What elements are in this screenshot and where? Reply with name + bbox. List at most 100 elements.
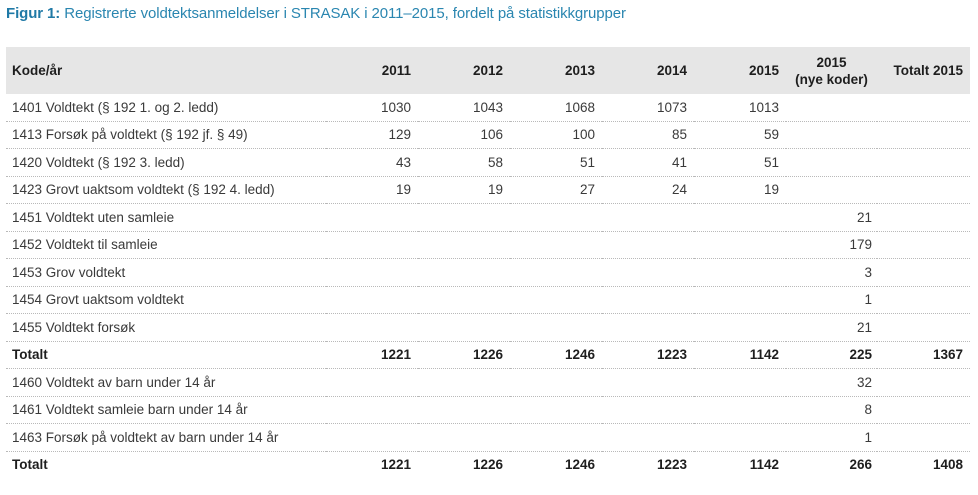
- row-label: 1461 Voldtekt samleie barn under 14 år: [6, 396, 326, 424]
- cell-2014: 1223: [656, 457, 687, 473]
- cell-2014: 85: [602, 121, 694, 149]
- cell-2014: 1073: [602, 94, 694, 122]
- cell-2011: [326, 396, 418, 424]
- cell-2015: [694, 286, 786, 314]
- table-row: 1454 Grovt uaktsom voldtekt 1: [6, 286, 970, 314]
- cell-2012: 1226: [472, 457, 503, 473]
- cell-total-2015: [877, 368, 970, 397]
- cell-2012: [418, 258, 510, 287]
- cell-total-2015: [877, 258, 970, 287]
- table-row: 1461 Voldtekt samleie barn under 14 år 8: [6, 396, 970, 424]
- cell-total-2015: [877, 313, 970, 342]
- table-header: Kode/år 2011 2012 2013 2014 2015 2015 (n…: [6, 47, 970, 94]
- cell-2011: [326, 423, 418, 452]
- row-label: 1453 Grov voldtekt: [6, 258, 326, 287]
- header-2015-new-codes-year: 2015: [816, 54, 847, 70]
- cell-2014: 1223: [602, 341, 694, 369]
- cell-2015: [694, 203, 786, 232]
- row-label: 1451 Voldtekt uten samleie: [6, 203, 326, 232]
- cell-2013: [510, 313, 602, 342]
- cell-2013: [510, 258, 602, 287]
- cell-2012: [418, 313, 510, 342]
- row-label: 1413 Forsøk på voldtekt (§ 192 jf. § 49): [6, 121, 326, 149]
- cell-total-2015: [877, 203, 970, 232]
- row-label: Totalt: [6, 341, 326, 369]
- row-label: 1454 Grovt uaktsom voldtekt: [6, 286, 326, 314]
- cell-2015-new-codes: [786, 176, 877, 204]
- table-row: 1413 Forsøk på voldtekt (§ 192 jf. § 49)…: [6, 121, 970, 149]
- header-2014: 2014: [602, 47, 694, 94]
- table-row: 1453 Grov voldtekt 3: [6, 258, 970, 287]
- cell-2015: 1013: [694, 94, 786, 122]
- cell-2014: [602, 313, 694, 342]
- cell-2011: 1221: [326, 341, 418, 369]
- cell-2011: 19: [326, 176, 418, 204]
- cell-total-2015: [877, 286, 970, 314]
- figure-caption: Registrerte voldtektsanmeldelser i STRAS…: [60, 5, 626, 22]
- cell-2014: [602, 258, 694, 287]
- cell-total-2015: [877, 231, 970, 259]
- cell-2011: 43: [326, 148, 418, 177]
- cell-2015-new-codes: [786, 148, 877, 177]
- cell-2015-new-codes: 1: [786, 423, 877, 452]
- header-2015-new-codes-note: (nye koder): [795, 71, 868, 87]
- cell-total-2015: [877, 423, 970, 452]
- statistics-table: Kode/år 2011 2012 2013 2014 2015 2015 (n…: [6, 47, 970, 478]
- cell-2012: [418, 231, 510, 259]
- total-row: Totalt 1221 1226 1246 1223 1142 225 1367: [6, 341, 970, 369]
- row-label: 1463 Forsøk på voldtekt av barn under 14…: [6, 423, 326, 452]
- header-2015-new-codes: 2015 (nye koder): [786, 47, 877, 94]
- row-label: 1423 Grovt uaktsom voldtekt (§ 192 4. le…: [6, 176, 326, 204]
- cell-2011: 1221: [380, 457, 411, 473]
- cell-2014: [602, 396, 694, 424]
- cell-2012: [418, 203, 510, 232]
- cell-total-2015: 1408: [932, 457, 963, 473]
- cell-2015: 59: [694, 121, 786, 149]
- cell-2015-new-codes: 225: [786, 341, 877, 369]
- cell-total-2015: [877, 148, 970, 177]
- cell-2013: 1068: [510, 94, 602, 122]
- cell-2015: 19: [694, 176, 786, 204]
- header-2011: 2011: [326, 47, 418, 94]
- cell-2015: [694, 423, 786, 452]
- header-2012: 2012: [418, 47, 510, 94]
- cell-2015: [694, 313, 786, 342]
- cell-total-2015: [877, 94, 970, 122]
- cell-2015-new-codes: 8: [786, 396, 877, 424]
- cell-2013: [510, 396, 602, 424]
- header-2013: 2013: [510, 47, 602, 94]
- cell-2014: 41: [602, 148, 694, 177]
- cell-total-2015: [877, 396, 970, 424]
- header-total-2015: Totalt 2015: [877, 47, 970, 94]
- cell-2015: [694, 396, 786, 424]
- row-label: 1455 Voldtekt forsøk: [6, 313, 326, 342]
- cell-2011: [326, 258, 418, 287]
- cell-2015-new-codes: 179: [786, 231, 877, 259]
- figure-title: Figur 1: Registrerte voldtektsanmeldelse…: [6, 5, 626, 22]
- cell-2015-new-codes: 32: [786, 368, 877, 397]
- cell-2015-new-codes: [786, 94, 877, 122]
- table-row: 1460 Voldtekt av barn under 14 år 32: [6, 368, 970, 397]
- cell-2012: [418, 396, 510, 424]
- cell-2015-new-codes: 266: [849, 457, 872, 473]
- cell-2012: 1043: [418, 94, 510, 122]
- cell-2015-new-codes: 1: [786, 286, 877, 314]
- header-2015: 2015: [694, 47, 786, 94]
- table-row: 1401 Voldtekt (§ 192 1. og 2. ledd) 1030 1…: [6, 94, 970, 122]
- header-code-year: Kode/år: [6, 47, 326, 94]
- cell-2015-new-codes: 3: [786, 258, 877, 287]
- cell-2011: [326, 313, 418, 342]
- cell-2015-new-codes: 21: [786, 313, 877, 342]
- cell-2015: [694, 368, 786, 397]
- cell-2015: [694, 258, 786, 287]
- cell-2014: [602, 286, 694, 314]
- cell-2013: [510, 286, 602, 314]
- cell-2014: [602, 231, 694, 259]
- cell-2014: [602, 368, 694, 397]
- cell-total-2015: [877, 121, 970, 149]
- cell-2015-new-codes: [786, 121, 877, 149]
- table-row: 1452 Voldtekt til samleie 179: [6, 231, 970, 259]
- cell-2014: [602, 203, 694, 232]
- row-label: 1420 Voldtekt (§ 192 3. ledd): [6, 148, 326, 177]
- cell-2015: 1142: [749, 457, 779, 473]
